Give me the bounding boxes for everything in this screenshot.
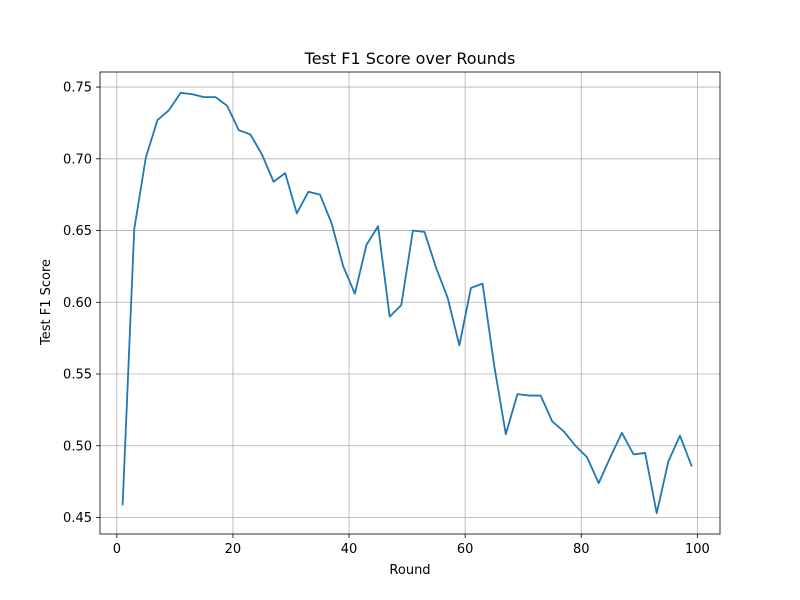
y-tick-label: 0.70 bbox=[63, 152, 92, 167]
y-axis-label: Test F1 Score bbox=[39, 259, 54, 346]
y-tick-label: 0.60 bbox=[63, 296, 92, 311]
chart-title: Test F1 Score over Rounds bbox=[304, 49, 516, 68]
x-tick-label: 40 bbox=[341, 542, 358, 557]
y-tick-label: 0.55 bbox=[63, 368, 92, 383]
grid bbox=[100, 72, 720, 534]
x-tick-label: 80 bbox=[573, 542, 590, 557]
x-tick-label: 20 bbox=[225, 542, 242, 557]
ticks: 0 20 40 60 80 100 0.45 0.50 0.55 0.60 0.65 0.70 0.75 bbox=[63, 81, 710, 557]
x-tick-label: 0 bbox=[113, 542, 121, 557]
y-tick-label: 0.75 bbox=[63, 81, 92, 96]
y-tick-label: 0.45 bbox=[63, 511, 92, 526]
y-tick-label: 0.50 bbox=[63, 439, 92, 454]
series-layer bbox=[121, 91, 693, 515]
series-line bbox=[121, 91, 693, 515]
x-axis-label: Round bbox=[389, 563, 430, 578]
x-tick-label: 60 bbox=[457, 542, 474, 557]
plot-frame bbox=[99, 71, 721, 535]
x-tick-label: 100 bbox=[685, 542, 710, 557]
y-tick-label: 0.65 bbox=[63, 224, 92, 239]
